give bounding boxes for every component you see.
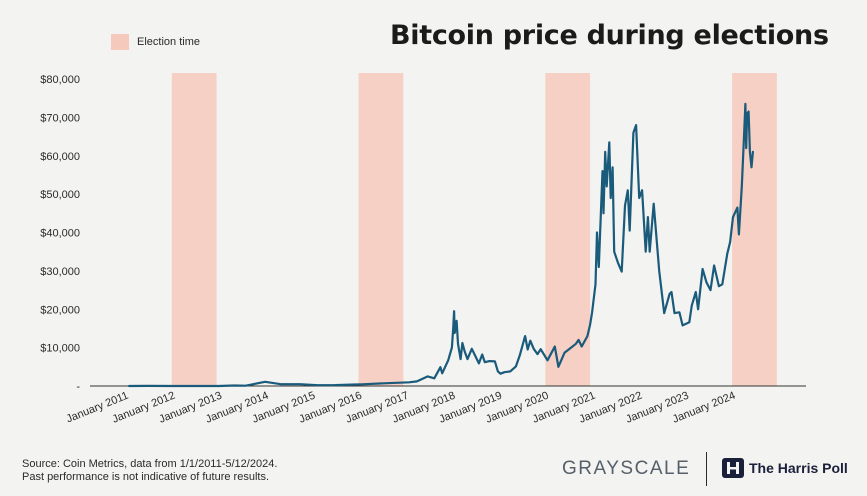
y-tick-label: $70,000 [40, 112, 80, 124]
y-tick-label: $50,000 [40, 189, 80, 201]
chart-title: Bitcoin price during elections [390, 20, 829, 51]
y-tick-label: $30,000 [40, 266, 80, 278]
y-tick-label: $40,000 [40, 228, 80, 240]
legend-swatch [111, 34, 129, 50]
election-band [171, 73, 217, 386]
harris-poll-mark-icon [722, 458, 744, 478]
election-band [545, 73, 591, 386]
harris-poll-logo: The Harris Poll [722, 458, 848, 478]
y-tick-label: $60,000 [40, 151, 80, 163]
harris-poll-name: The Harris Poll [749, 460, 848, 476]
y-tick-label: $10,000 [40, 343, 80, 355]
logo-divider [706, 452, 707, 486]
y-tick-label: $80,000 [40, 74, 80, 86]
y-tick-label: $20,000 [40, 304, 80, 316]
source-line: Source: Coin Metrics, data from 1/1/2011… [22, 458, 278, 470]
disclaimer-line: Past performance is not indicative of fu… [22, 471, 270, 483]
grayscale-logo: GRAYSCALE [562, 458, 691, 479]
election-band [358, 73, 404, 386]
legend: Election time [111, 34, 200, 50]
source-note: Source: Coin Metrics, data from 1/1/2011… [22, 458, 277, 484]
legend-label: Election time [137, 36, 200, 48]
price-line [128, 102, 755, 388]
y-tick-label: - [76, 381, 80, 393]
